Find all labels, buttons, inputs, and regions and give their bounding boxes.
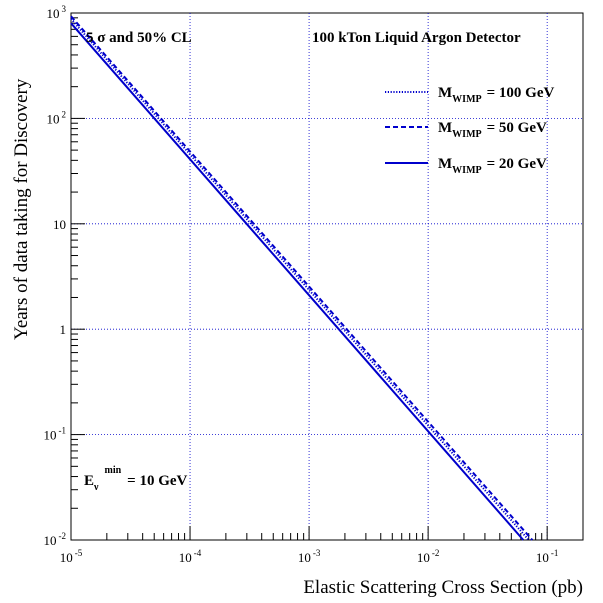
energy-annotation: Eνmin = 10 GeV [84, 465, 188, 493]
energy-superscript: min [104, 465, 121, 476]
energy-value: = 10 GeV [127, 473, 187, 489]
detector-annotation: 100 kTon Liquid Argon Detector [312, 30, 521, 46]
plot-frame [70, 12, 584, 541]
y-tick-label: 10 -2 [44, 531, 67, 548]
legend-label: MWIMP = 20 GeV [438, 156, 547, 176]
y-tick-label: 10 3 [47, 4, 67, 21]
y-tick-label: 10 2 [47, 109, 67, 126]
legend-label: MWIMP = 100 GeV [438, 85, 554, 105]
svg-text:Eνmin= 10 GeV: Eνmin = 10 GeV [84, 465, 188, 493]
legend: MWIMP = 100 GeV MWIMP = 50 GeV MWIMP = 20 GeV [385, 85, 554, 176]
x-tick-label: 10 -5 [60, 548, 83, 565]
x-tick-label: 10 -1 [536, 548, 559, 565]
y-tick-label: 10 -1 [44, 426, 67, 443]
grid [71, 13, 583, 540]
series-line-solid [70, 22, 525, 541]
y-tick-label: 10 [53, 217, 66, 232]
series-line-dashed [70, 15, 534, 541]
x-tick-label: 10 -4 [179, 548, 202, 565]
x-tick-label: 10 -2 [417, 548, 440, 565]
y-tick-label: 1 [60, 322, 67, 337]
series-group [70, 15, 534, 541]
x-axis-title: Elastic Scattering Cross Section (pb) [303, 577, 583, 598]
cl-annotation: 5 σ and 50% CL [86, 30, 192, 46]
x-tick-label: 10 -3 [298, 548, 321, 565]
energy-symbol: E [84, 473, 94, 489]
legend-label: MWIMP = 50 GeV [438, 120, 547, 140]
y-axis-title: Years of data taking for Discovery [11, 78, 32, 340]
series-line-dotted [70, 18, 530, 541]
energy-subscript: ν [93, 482, 99, 493]
